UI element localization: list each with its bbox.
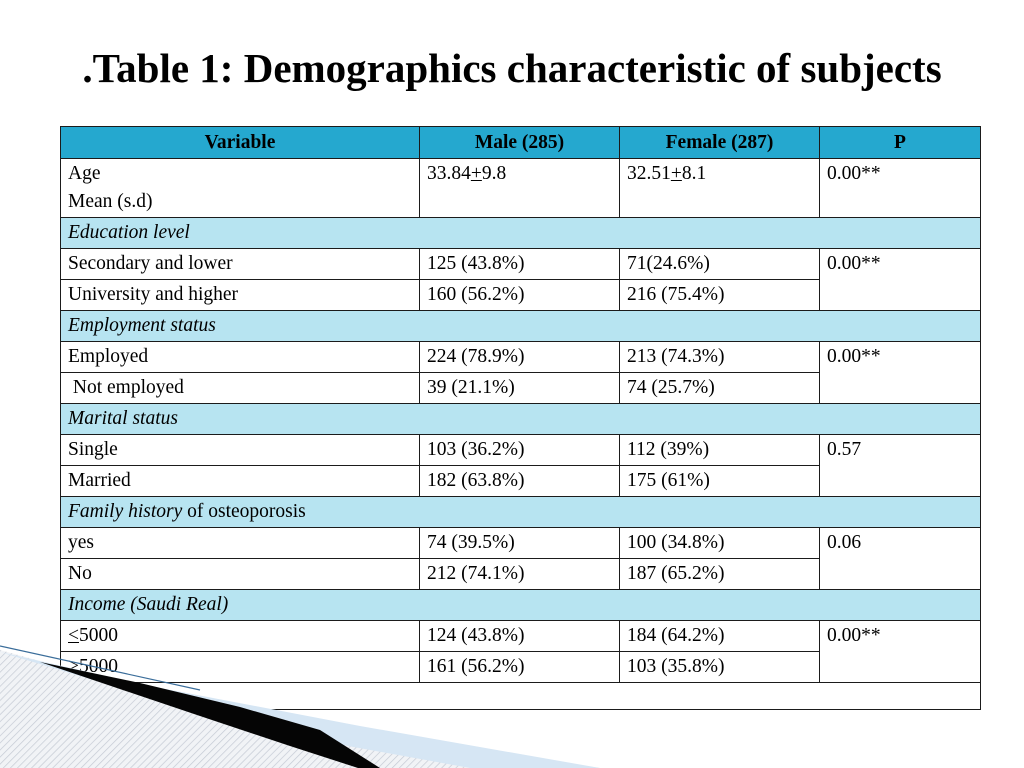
age-label-cell: Age Mean (s.d) bbox=[60, 158, 420, 218]
table-row: Secondary and lower 125 (43.8%) 71(24.6%… bbox=[60, 248, 981, 311]
age-sublabel: Mean (s.d) bbox=[68, 191, 153, 212]
male-value: 39 (21.1%) bbox=[419, 372, 620, 404]
row-label: yes bbox=[60, 527, 420, 559]
male-value: 212 (74.1%) bbox=[419, 558, 620, 590]
table-row: Single 103 (36.2%) 112 (39%) 0.57 bbox=[60, 434, 981, 497]
marital-p-value: 0.57 bbox=[819, 434, 981, 497]
section-title-education: Education level bbox=[60, 217, 981, 249]
table-row: Not employed 39 (21.1%) 74 (25.7%) bbox=[60, 372, 981, 404]
age-male-mean: 33.84 bbox=[427, 163, 471, 184]
row-label: <5000 bbox=[60, 620, 420, 652]
section-title-family-rest: of osteoporosis bbox=[182, 501, 306, 522]
female-value: 112 (39%) bbox=[619, 434, 820, 466]
table-row: yes 74 (39.5%) 100 (34.8%) 0.06 bbox=[60, 527, 981, 590]
employment-p-value: 0.00** bbox=[819, 341, 981, 404]
footnote: *P<0.05, **P<0.001 bbox=[60, 682, 981, 710]
female-value: 103 (35.8%) bbox=[619, 651, 820, 683]
male-value: 74 (39.5%) bbox=[419, 527, 620, 559]
row-label: Secondary and lower bbox=[60, 248, 420, 280]
age-label: Age bbox=[68, 163, 101, 184]
row-label: University and higher bbox=[60, 279, 420, 311]
section-row-family-history: Family history of osteoporosis bbox=[60, 496, 981, 528]
male-value: 103 (36.2%) bbox=[419, 434, 620, 466]
female-value: 184 (64.2%) bbox=[619, 620, 820, 652]
row-label: >5000 bbox=[60, 651, 420, 683]
section-row-marital: Marital status bbox=[60, 403, 981, 435]
female-value: 100 (34.8%) bbox=[619, 527, 820, 559]
family-p-value: 0.06 bbox=[819, 527, 981, 590]
age-male-cell: 33.84+9.8 bbox=[419, 158, 620, 218]
header-female: Female (287) bbox=[619, 126, 820, 159]
education-p-value: 0.00** bbox=[819, 248, 981, 311]
row-label: Employed bbox=[60, 341, 420, 373]
male-value: 125 (43.8%) bbox=[419, 248, 620, 280]
female-value: 71(24.6%) bbox=[619, 248, 820, 280]
section-row-education: Education level bbox=[60, 217, 981, 249]
male-value: 182 (63.8%) bbox=[419, 465, 620, 497]
table-row: Employed 224 (78.9%) 213 (74.3%) 0.00** bbox=[60, 341, 981, 404]
table-row: <5000 124 (43.8%) 184 (64.2%) 0.00** bbox=[60, 620, 981, 683]
female-value: 213 (74.3%) bbox=[619, 341, 820, 373]
header-variable: Variable bbox=[60, 126, 420, 159]
income-symbol-lte: < bbox=[68, 625, 79, 646]
header-male: Male (285) bbox=[419, 126, 620, 159]
slide-title: .Table 1: Demographics characteristic of… bbox=[82, 45, 942, 91]
demographics-table: Variable Male (285) Female (287) P Age M… bbox=[60, 126, 981, 710]
income-value: 5000 bbox=[79, 656, 118, 677]
age-female-mean: 32.51 bbox=[627, 163, 671, 184]
section-title-income: Income (Saudi Real) bbox=[60, 589, 981, 621]
table-row: University and higher 160 (56.2%) 216 (7… bbox=[60, 279, 981, 311]
female-value: 74 (25.7%) bbox=[619, 372, 820, 404]
income-p-value: 0.00** bbox=[819, 620, 981, 683]
age-female-sd: 8.1 bbox=[681, 163, 707, 184]
age-male-sd: 9.8 bbox=[481, 163, 507, 184]
income-value: 5000 bbox=[79, 625, 118, 646]
female-value: 175 (61%) bbox=[619, 465, 820, 497]
section-title-employment: Employment status bbox=[60, 310, 981, 342]
row-label: Married bbox=[60, 465, 420, 497]
header-p: P bbox=[819, 126, 981, 159]
age-female-plusminus: + bbox=[670, 163, 682, 184]
section-row-income: Income (Saudi Real) bbox=[60, 589, 981, 621]
section-title-family-italic: Family history bbox=[68, 501, 183, 522]
table-header-row: Variable Male (285) Female (287) P bbox=[60, 126, 981, 159]
section-title-marital: Marital status bbox=[60, 403, 981, 435]
section-row-employment: Employment status bbox=[60, 310, 981, 342]
age-p-value: 0.00** bbox=[819, 158, 981, 218]
male-value: 124 (43.8%) bbox=[419, 620, 620, 652]
age-male-plusminus: + bbox=[470, 163, 482, 184]
male-value: 160 (56.2%) bbox=[419, 279, 620, 311]
male-value: 224 (78.9%) bbox=[419, 341, 620, 373]
table-row-age: Age Mean (s.d) 33.84+9.8 32.51+8.1 0.00*… bbox=[60, 158, 981, 218]
female-value: 187 (65.2%) bbox=[619, 558, 820, 590]
row-label: Single bbox=[60, 434, 420, 466]
row-label: No bbox=[60, 558, 420, 590]
age-female-cell: 32.51+8.1 bbox=[619, 158, 820, 218]
footnote-row: *P<0.05, **P<0.001 bbox=[60, 682, 981, 710]
income-symbol-gt: > bbox=[68, 656, 79, 677]
male-value: 161 (56.2%) bbox=[419, 651, 620, 683]
section-title-family-history: Family history of osteoporosis bbox=[60, 496, 981, 528]
row-label: Not employed bbox=[60, 372, 420, 404]
female-value: 216 (75.4%) bbox=[619, 279, 820, 311]
table-row: No 212 (74.1%) 187 (65.2%) bbox=[60, 558, 981, 590]
